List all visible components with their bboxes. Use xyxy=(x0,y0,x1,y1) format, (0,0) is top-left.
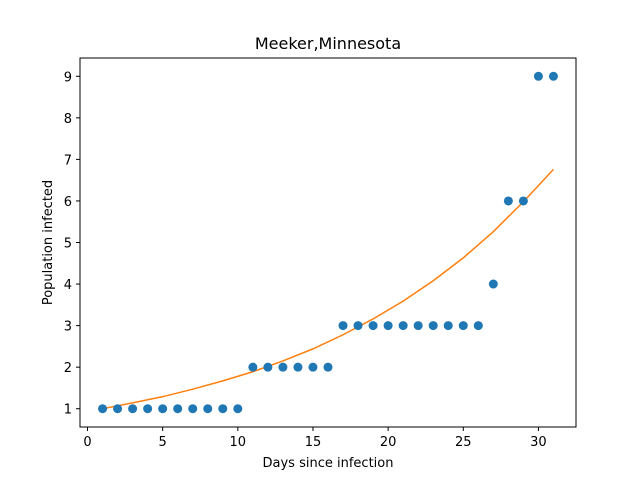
data-point xyxy=(128,404,138,414)
data-point xyxy=(218,404,228,414)
y-tick-label: 5 xyxy=(64,237,72,252)
y-tick-label: 4 xyxy=(64,278,72,293)
data-point xyxy=(173,404,183,414)
data-point xyxy=(248,362,258,372)
x-tick-label: 20 xyxy=(380,435,397,450)
data-point xyxy=(353,321,363,331)
data-point xyxy=(383,321,393,331)
data-point xyxy=(503,196,513,206)
data-point xyxy=(323,362,333,372)
data-point xyxy=(548,71,558,81)
x-tick-label: 10 xyxy=(230,435,247,450)
data-point xyxy=(428,321,438,331)
data-point xyxy=(473,321,483,331)
chart-title: Meeker,Minnesota xyxy=(255,34,401,53)
data-point xyxy=(113,404,123,414)
fit-curve-line xyxy=(102,168,554,410)
y-tick-label: 8 xyxy=(64,112,72,127)
data-point xyxy=(263,362,273,372)
y-tick-label: 7 xyxy=(64,153,72,168)
axes-frame xyxy=(79,57,577,428)
x-tick-label: 15 xyxy=(305,435,322,450)
data-point xyxy=(98,404,108,414)
data-point xyxy=(413,321,423,331)
plot-area xyxy=(98,71,558,414)
x-tick-label: 5 xyxy=(159,435,167,450)
x-tick-label: 0 xyxy=(83,435,91,450)
data-point xyxy=(338,321,348,331)
data-point xyxy=(443,321,453,331)
x-tick-label: 30 xyxy=(530,435,547,450)
y-axis-label: Population infected xyxy=(41,180,56,305)
data-point xyxy=(458,321,468,331)
x-axis-label: Days since infection xyxy=(263,456,394,471)
data-point xyxy=(488,279,498,289)
data-point xyxy=(143,404,153,414)
y-tick-label: 1 xyxy=(64,403,72,418)
axis-ticks: 0 5 10 15 20 25 30 1 2 3 4 5 6 7 8 9 xyxy=(64,70,547,450)
data-point xyxy=(158,404,168,414)
x-tick-label: 25 xyxy=(455,435,472,450)
data-point xyxy=(533,71,543,81)
data-point xyxy=(368,321,378,331)
y-tick-label: 2 xyxy=(64,361,72,376)
data-point xyxy=(233,404,243,414)
data-point xyxy=(188,404,198,414)
data-point xyxy=(518,196,528,206)
data-point xyxy=(308,362,318,372)
y-tick-label: 3 xyxy=(64,320,72,335)
data-point xyxy=(278,362,288,372)
data-point xyxy=(203,404,213,414)
y-tick-label: 6 xyxy=(64,195,72,210)
data-point xyxy=(398,321,408,331)
data-point xyxy=(293,362,303,372)
y-tick-label: 9 xyxy=(64,70,72,85)
